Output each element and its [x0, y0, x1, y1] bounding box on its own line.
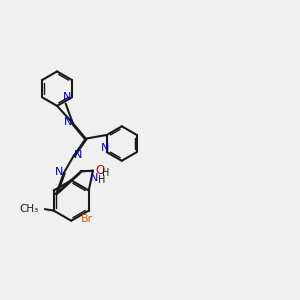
- Text: N: N: [62, 92, 71, 102]
- Text: O: O: [95, 164, 105, 177]
- Text: N: N: [55, 167, 63, 177]
- Text: N: N: [101, 143, 110, 153]
- Text: Br: Br: [81, 214, 93, 224]
- Text: H: H: [98, 176, 105, 185]
- Text: H: H: [102, 168, 109, 178]
- Text: CH₃: CH₃: [19, 204, 38, 214]
- Text: N: N: [74, 150, 82, 160]
- Text: N: N: [90, 173, 99, 183]
- Text: N: N: [64, 117, 72, 127]
